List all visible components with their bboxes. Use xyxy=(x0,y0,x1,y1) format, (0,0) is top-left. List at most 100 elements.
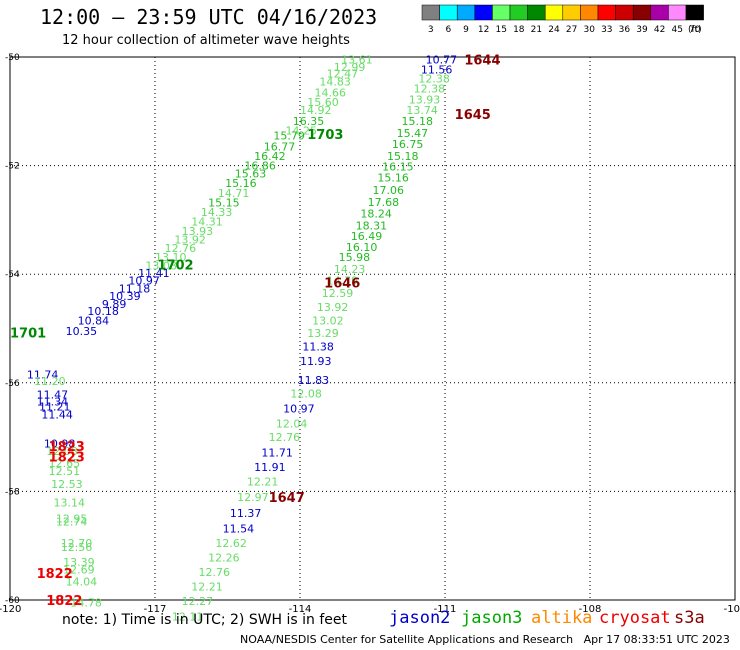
swh-label: 14.23 xyxy=(334,263,366,276)
legend-bin-label: 42 xyxy=(654,25,665,35)
swh-label: 11.91 xyxy=(254,461,285,474)
swh-label: 14.71 xyxy=(218,187,250,200)
legend-bin-label: 3 xyxy=(428,25,434,35)
swh-label: 10.97 xyxy=(128,275,160,288)
time-label: 1644 xyxy=(464,54,500,69)
swh-label: 16.35 xyxy=(293,115,325,128)
mission-label-jason2: jason2 xyxy=(389,608,451,628)
swh-label: 14.31 xyxy=(191,216,223,229)
swh-label: 12.26 xyxy=(208,552,240,565)
swh-label: 11.20 xyxy=(34,375,66,388)
legend-swatch xyxy=(544,4,564,21)
swh-label: 15.16 xyxy=(225,177,256,190)
swh-label: 10.97 xyxy=(283,402,315,415)
swh-label: 15.15 xyxy=(208,197,240,210)
legend-bin-label: 36 xyxy=(619,25,631,35)
swh-label: 11.83 xyxy=(298,374,330,387)
swh-label: 14.33 xyxy=(201,206,233,219)
swh-label: 18.24 xyxy=(360,207,392,220)
swh-label: 10.18 xyxy=(87,305,119,318)
swh-label: 16.10 xyxy=(346,241,378,254)
legend-swatch xyxy=(615,4,634,21)
swh-label: 9.89 xyxy=(102,298,127,311)
swh-label: 13.10 xyxy=(155,251,187,264)
swh-label: 10.84 xyxy=(78,314,110,327)
legend-bin-label: 9 xyxy=(463,25,469,35)
legend-bin-label: 39 xyxy=(636,25,648,35)
swh-label: 12.59 xyxy=(322,287,354,300)
swh-label: 14.83 xyxy=(319,75,351,88)
swh-label: 13.93 xyxy=(409,93,441,106)
legend-bin-label: 12 xyxy=(478,25,489,35)
legend-swatch xyxy=(668,4,687,21)
legend-swatch xyxy=(580,4,599,21)
time-label: 1823 xyxy=(49,451,85,466)
swh-label: 15.16 xyxy=(377,172,409,185)
swh-label: 12.11 xyxy=(172,610,204,623)
swh-label: 12.65 xyxy=(49,457,81,470)
swh-label: 13.14 xyxy=(54,496,86,509)
swh-label: 16.86 xyxy=(244,160,276,173)
x-tick-label: -120 xyxy=(0,604,21,615)
y-tick-label: -60 xyxy=(5,596,20,606)
source-credit: NOAA/NESDIS Center for Satellite Applica… xyxy=(240,633,730,646)
swh-label: 11.38 xyxy=(302,340,334,353)
legend-bin-label: 30 xyxy=(583,25,595,35)
swh-label: 13.08 xyxy=(145,260,177,273)
swh-label: 16.15 xyxy=(382,161,414,174)
swh-label: 16.77 xyxy=(264,141,296,154)
swh-label: 17.68 xyxy=(368,196,400,209)
swh-label: 13.92 xyxy=(317,301,349,314)
swh-label: 11.93 xyxy=(300,355,332,368)
legend-bin-label: 24 xyxy=(548,25,560,35)
chart-title: 12:00 — 23:59 UTC 04/16/2023 xyxy=(40,5,378,29)
x-tick-label: -105 xyxy=(724,604,740,615)
swh-label: 13.39 xyxy=(63,556,95,569)
swh-label: 13.74 xyxy=(406,104,438,117)
swh-label: 13.92 xyxy=(174,233,206,246)
legend-bin-label: 70 xyxy=(689,25,701,35)
swh-label: 11.71 xyxy=(261,446,293,459)
y-tick-label: -58 xyxy=(5,487,20,497)
legend-bin-label: 6 xyxy=(446,25,452,35)
swh-label: 14.78 xyxy=(70,597,102,610)
time-label: 1703 xyxy=(307,128,343,143)
legend-swatch xyxy=(650,4,669,21)
swh-label: 15.18 xyxy=(387,150,419,163)
legend-bin-label: 33 xyxy=(601,25,612,35)
swh-label: 12.97 xyxy=(237,491,269,504)
x-tick-label: -108 xyxy=(579,604,602,615)
time-label: 1701 xyxy=(10,326,46,341)
time-label: 1823 xyxy=(49,440,85,455)
swh-label: 12.08 xyxy=(46,445,78,458)
swh-label: 17.06 xyxy=(373,184,405,197)
legend-swatch xyxy=(492,4,511,21)
legend-bin-label: 45 xyxy=(671,25,682,35)
swh-label: 12.76 xyxy=(199,566,231,579)
swh-label: 12.51 xyxy=(49,465,81,478)
swh-label: 16.49 xyxy=(351,230,383,243)
swh-label: 15.63 xyxy=(235,168,267,181)
swh-label: 14.79 xyxy=(327,275,359,288)
swh-label: 10.98 xyxy=(44,438,75,451)
time-label: 1702 xyxy=(157,258,193,273)
swh-label: 11.41 xyxy=(138,267,170,280)
legend-swatch xyxy=(474,4,493,21)
legend-swatch xyxy=(685,4,704,21)
swh-label: 11.74 xyxy=(27,369,58,382)
swh-label: 13.61 xyxy=(341,54,373,67)
swh-label: 11.54 xyxy=(223,522,255,535)
y-tick-label: -52 xyxy=(5,162,20,172)
legend-swatch xyxy=(456,4,476,21)
legend-swatch xyxy=(597,4,616,21)
x-tick-label: -114 xyxy=(289,604,312,615)
mission-label-cryosat: cryosat xyxy=(599,608,671,628)
swh-label: 15.98 xyxy=(339,251,371,264)
swh-label: 12.76 xyxy=(165,242,197,255)
swh-label: 11.18 xyxy=(119,282,151,295)
swh-label: 12.27 xyxy=(182,595,214,608)
plot-frame xyxy=(9,56,736,601)
swh-label: 11.34 xyxy=(37,395,68,408)
swh-label: 15.18 xyxy=(402,115,434,128)
